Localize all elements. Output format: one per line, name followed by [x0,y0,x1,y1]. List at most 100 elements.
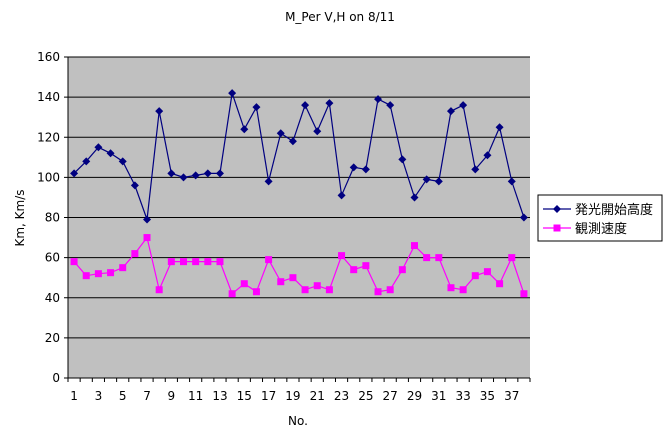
data-point [70,258,78,266]
data-point [483,151,492,160]
data-point [553,205,561,213]
x-tick-label: 17 [261,389,276,403]
data-point [265,256,273,264]
y-tick-label: 160 [37,50,60,64]
x-tick-label: 1 [70,389,78,403]
data-point [386,286,394,294]
data-point [216,258,224,266]
x-tick-label: 27 [383,389,398,403]
x-tick-label: 5 [119,389,127,403]
data-point [553,224,561,232]
legend-label: 発光開始高度 [575,202,653,218]
data-point [179,173,188,182]
data-point [130,181,139,190]
data-point [374,95,383,104]
data-point [228,290,236,298]
x-tick-label: 29 [407,389,422,403]
chart-title: M_Per V,H on 8/11 [285,10,395,24]
data-point [519,213,528,222]
data-point [313,127,322,136]
series-line [73,92,525,220]
series [70,234,528,298]
data-point [180,258,187,266]
data-point [94,270,102,278]
data-point [143,215,152,224]
data-point [398,266,406,274]
data-point [337,191,346,200]
data-point [264,177,273,186]
data-point [495,123,504,132]
series [70,89,528,224]
data-point [192,258,200,266]
data-point [508,254,516,262]
data-point [252,103,261,112]
data-point [422,175,431,184]
y-tick-label: 120 [37,130,60,144]
data-point [276,129,285,138]
data-point [520,290,528,298]
data-point [119,264,127,272]
data-point [82,157,91,166]
data-point [107,269,115,277]
data-point [459,101,468,110]
data-point [325,286,333,294]
data-point [203,169,212,178]
data-point [288,137,297,146]
data-point [362,262,370,270]
legend-label: 観測速度 [575,221,627,237]
data-point [155,286,163,294]
data-point [167,169,176,178]
data-point [374,288,382,296]
x-tick-label: 35 [480,389,495,403]
data-point [459,286,467,294]
x-tick-label: 33 [455,389,470,403]
y-tick-label: 40 [45,291,60,305]
x-tick-label: 31 [431,389,446,403]
y-tick-label: 100 [37,170,60,184]
data-point [131,250,139,258]
data-point [252,288,260,296]
data-point [411,242,418,250]
data-point [446,107,455,116]
data-point [289,274,297,282]
x-tick-label: 19 [285,389,300,403]
data-point [301,286,309,294]
x-tick-label: 3 [95,389,103,403]
x-axis-label: No. [288,414,308,428]
series-line [73,236,525,295]
data-point [386,101,395,110]
x-tick-label: 11 [188,389,203,403]
data-point [106,149,115,158]
y-tick-label: 0 [52,371,60,385]
legend-item: 発光開始高度 [543,202,653,218]
data-point [361,165,370,174]
data-point [410,193,419,202]
data-point [277,278,285,286]
data-point [338,252,346,260]
x-tick-label: 15 [237,389,252,403]
data-point [398,155,407,164]
data-point [301,101,310,110]
data-point [349,163,358,172]
data-point [435,254,443,262]
data-point [313,282,321,290]
data-point [94,143,103,152]
data-point [82,272,90,280]
data-point [228,89,237,98]
x-tick-label: 13 [212,389,227,403]
x-tick-label: 23 [334,389,349,403]
data-point [240,125,249,134]
data-point [471,165,480,174]
data-point [507,177,516,186]
y-axis-label: Km, Km/s [13,189,27,246]
data-point [434,177,443,186]
y-tick-label: 140 [37,90,60,104]
x-tick-label: 9 [168,389,176,403]
data-point [447,284,455,292]
data-point [483,268,491,276]
data-point [325,99,334,108]
data-point [423,254,431,262]
x-tick-label: 21 [310,389,325,403]
